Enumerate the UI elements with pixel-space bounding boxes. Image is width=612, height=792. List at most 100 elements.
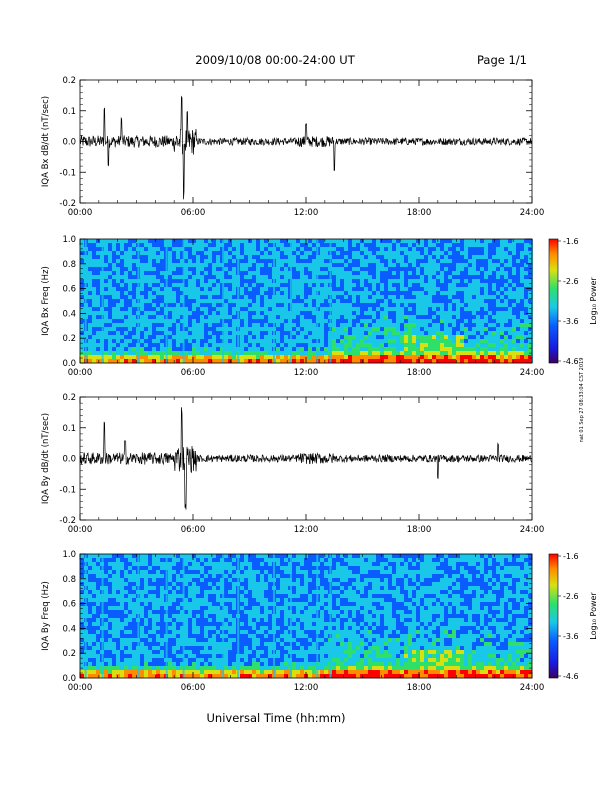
spectrogram-cell: [176, 355, 181, 360]
spectrogram-cell: [160, 343, 165, 348]
spectrogram-cell: [520, 331, 525, 336]
spectrogram-cell: [140, 279, 145, 284]
spectrogram-cell: [260, 271, 265, 276]
spectrogram-cell: [140, 586, 145, 591]
spectrogram-cell: [504, 275, 509, 280]
spectrogram-cell: [244, 263, 249, 268]
spectrogram-cell: [480, 267, 485, 272]
spectrogram-cell: [296, 263, 301, 268]
spectrogram-cell: [96, 315, 101, 320]
spectrogram-cell: [168, 650, 173, 655]
spectrogram-cell: [372, 347, 377, 352]
spectrogram-cell: [528, 299, 533, 304]
spectrogram-cell: [192, 359, 197, 364]
spectrogram-cell: [116, 574, 121, 579]
spectrogram-cell: [208, 658, 213, 663]
spectrogram-cell: [472, 271, 477, 276]
spectrogram-cell: [392, 327, 397, 332]
spectrogram-cell: [148, 315, 153, 320]
spectrogram-cell: [196, 319, 201, 324]
spectrogram-cell: [208, 279, 213, 284]
spectrogram-cell: [92, 562, 97, 567]
spectrogram-cell: [464, 351, 469, 356]
spectrogram-cell: [384, 315, 389, 320]
spectrogram-cell: [224, 343, 229, 348]
spectrogram-cell: [372, 283, 377, 288]
spectrogram-cell: [276, 275, 281, 280]
spectrogram-cell: [412, 239, 417, 244]
spectrogram-cell: [192, 658, 197, 663]
spectrogram-cell: [396, 255, 401, 260]
spectrogram-cell: [152, 570, 157, 575]
spectrogram-cell: [184, 646, 189, 651]
spectrogram-cell: [224, 566, 229, 571]
spectrogram-cell: [96, 255, 101, 260]
spectrogram-cell: [248, 319, 253, 324]
spectrogram-cell: [456, 295, 461, 300]
spectrogram-cell: [116, 323, 121, 328]
spectrogram-cell: [476, 271, 481, 276]
spectrogram-cell: [132, 606, 137, 611]
spectrogram-cell: [196, 343, 201, 348]
spectrogram-cell: [352, 343, 357, 348]
spectrogram-cell: [416, 291, 421, 296]
spectrogram-cell: [300, 299, 305, 304]
spectrogram-cell: [480, 319, 485, 324]
spectrogram-cell: [456, 275, 461, 280]
spectrogram-cell: [340, 311, 345, 316]
spectrogram-cell: [472, 239, 477, 244]
spectrogram-cell: [80, 307, 85, 312]
spectrogram-cell: [420, 331, 425, 336]
spectrogram-cell: [160, 578, 165, 583]
spectrogram-cell: [256, 287, 261, 292]
spectrogram-cell: [132, 247, 137, 252]
spectrogram-cell: [252, 271, 257, 276]
spectrogram-cell: [176, 243, 181, 248]
spectrogram-cell: [168, 562, 173, 567]
spectrogram-cell: [320, 303, 325, 308]
spectrogram-cell: [160, 347, 165, 352]
spectrogram-cell: [324, 327, 329, 332]
spectrogram-cell: [168, 590, 173, 595]
spectrogram-cell: [352, 327, 357, 332]
spectrogram-cell: [452, 243, 457, 248]
spectrogram-cell: [160, 279, 165, 284]
spectrogram-cell: [184, 578, 189, 583]
spectrogram-cell: [332, 287, 337, 292]
spectrogram-cell: [432, 315, 437, 320]
spectrogram-cell: [476, 275, 481, 280]
spectrogram-cell: [416, 267, 421, 272]
spectrogram-cell: [516, 319, 521, 324]
spectrogram-cell: [252, 275, 257, 280]
spectrogram-cell: [392, 355, 397, 360]
spectrogram-cell: [112, 654, 117, 659]
spectrogram-cell: [208, 243, 213, 248]
spectrogram-streak: [237, 239, 240, 363]
spectrogram-cell: [388, 267, 393, 272]
spectrogram-cell: [192, 598, 197, 603]
spectrogram-cell: [352, 275, 357, 280]
spectrogram-cell: [284, 255, 289, 260]
spectrogram-cell: [332, 243, 337, 248]
spectrogram-cell: [240, 355, 245, 360]
spectrogram-cell: [524, 283, 529, 288]
spectrogram-cell: [364, 263, 369, 268]
spectrogram-cell: [184, 259, 189, 264]
spectrogram-cell: [276, 335, 281, 340]
spectrogram-cell: [472, 259, 477, 264]
spectrogram-cell: [208, 255, 213, 260]
spectrogram-cell: [304, 315, 309, 320]
spectrogram-cell: [424, 355, 429, 360]
spectrogram-cell: [472, 263, 477, 268]
spectrogram-cell: [352, 351, 357, 356]
spectrogram-cell: [516, 347, 521, 352]
spectrogram-cell: [360, 351, 365, 356]
spectrogram-cell: [264, 279, 269, 284]
spectrogram-cell: [368, 283, 373, 288]
spectrogram-cell: [248, 251, 253, 256]
spectrogram-cell: [340, 319, 345, 324]
spectrogram-cell: [476, 307, 481, 312]
spectrogram-cell: [108, 323, 113, 328]
spectrogram-cell: [348, 275, 353, 280]
spectrogram-cell: [232, 251, 237, 256]
